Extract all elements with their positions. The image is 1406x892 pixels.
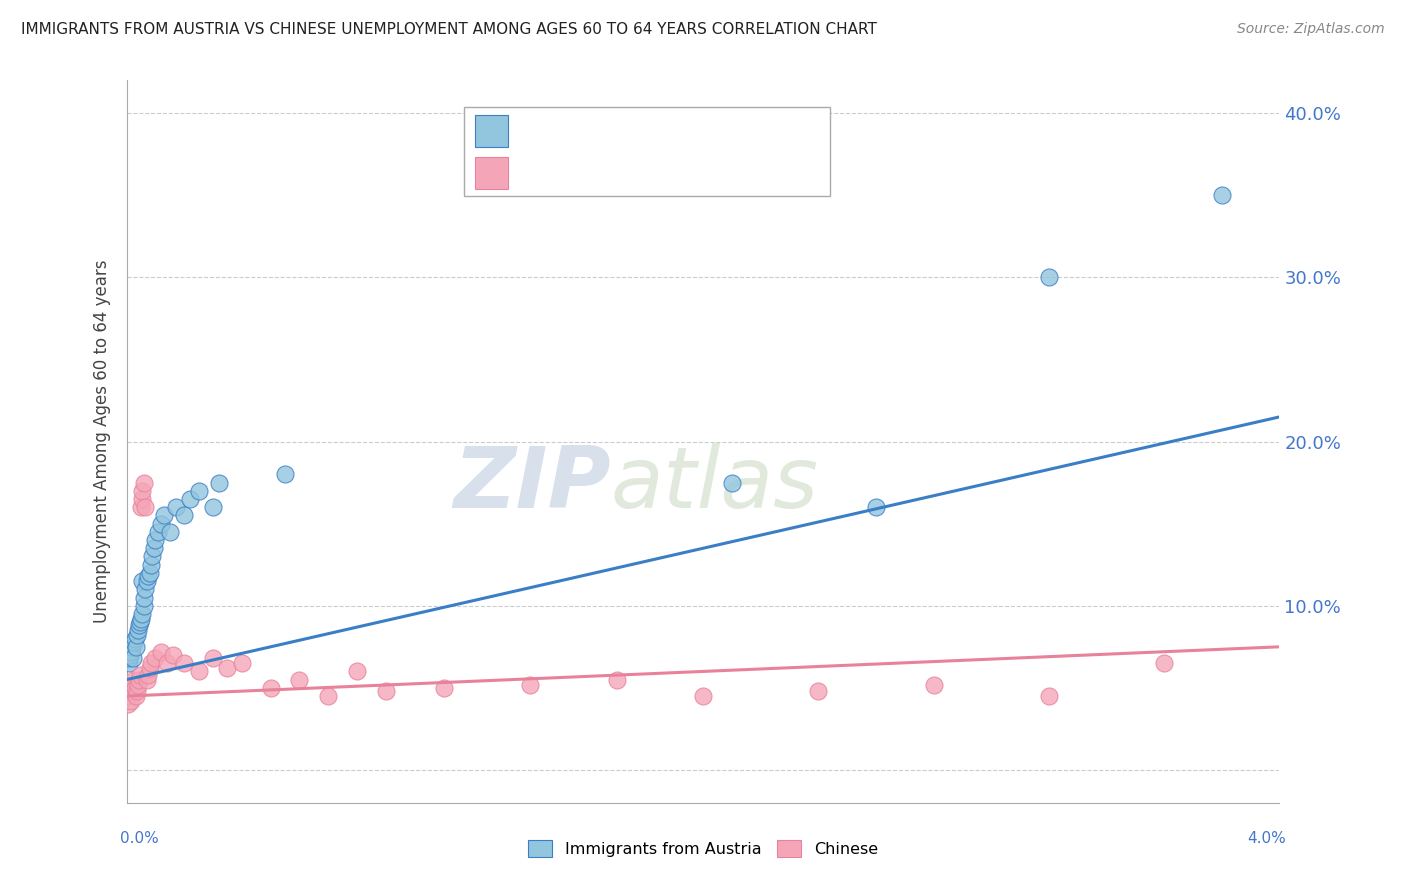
Point bbox=[124, 632, 146, 646]
Point bbox=[120, 694, 142, 708]
Point bbox=[136, 569, 159, 583]
Point bbox=[187, 483, 209, 498]
Point bbox=[217, 661, 239, 675]
Text: R = 0.443   N =  41: R = 0.443 N = 41 bbox=[519, 124, 689, 138]
Point bbox=[132, 599, 155, 613]
Point bbox=[274, 467, 297, 482]
Bar bbox=[475, 157, 508, 189]
Point bbox=[134, 500, 156, 515]
Point bbox=[692, 689, 714, 703]
Text: Source: ZipAtlas.com: Source: ZipAtlas.com bbox=[1237, 22, 1385, 37]
Point bbox=[145, 651, 166, 665]
Point bbox=[135, 574, 157, 588]
Point bbox=[128, 618, 150, 632]
Point bbox=[259, 681, 281, 695]
Point bbox=[433, 681, 456, 695]
Point bbox=[865, 500, 887, 515]
Point bbox=[318, 689, 340, 703]
Point bbox=[127, 624, 149, 638]
Point bbox=[132, 475, 155, 490]
Text: 0.0%: 0.0% bbox=[120, 831, 159, 847]
Legend: Immigrants from Austria, Chinese: Immigrants from Austria, Chinese bbox=[522, 834, 884, 863]
Point bbox=[120, 645, 142, 659]
Point bbox=[131, 491, 153, 506]
Point bbox=[122, 673, 145, 687]
Point bbox=[346, 665, 368, 679]
Point bbox=[121, 640, 143, 654]
Text: R = 0.082   N =  44: R = 0.082 N = 44 bbox=[519, 165, 689, 179]
Point bbox=[129, 500, 152, 515]
Point bbox=[173, 508, 195, 523]
Point bbox=[922, 677, 945, 691]
Point bbox=[145, 533, 166, 547]
Point bbox=[125, 684, 148, 698]
Point bbox=[162, 648, 184, 662]
Point bbox=[122, 635, 145, 649]
Point bbox=[187, 665, 209, 679]
Point bbox=[117, 698, 139, 712]
Point bbox=[139, 657, 162, 671]
Point bbox=[159, 524, 181, 539]
Point bbox=[122, 651, 145, 665]
Point bbox=[1038, 270, 1060, 285]
Point bbox=[153, 508, 176, 523]
Point bbox=[807, 684, 830, 698]
Point bbox=[125, 628, 148, 642]
Point bbox=[606, 673, 628, 687]
Text: atlas: atlas bbox=[610, 443, 818, 526]
Point bbox=[136, 667, 159, 681]
Point bbox=[519, 677, 541, 691]
Point bbox=[128, 673, 150, 687]
Point bbox=[129, 612, 152, 626]
Point bbox=[131, 607, 153, 621]
Point bbox=[134, 591, 156, 605]
Point bbox=[127, 677, 149, 691]
Point bbox=[142, 541, 165, 556]
Text: ZIP: ZIP bbox=[453, 443, 610, 526]
Point bbox=[125, 689, 148, 703]
Y-axis label: Unemployment Among Ages 60 to 64 years: Unemployment Among Ages 60 to 64 years bbox=[93, 260, 111, 624]
Point bbox=[138, 661, 160, 675]
FancyBboxPatch shape bbox=[464, 107, 830, 196]
Point bbox=[374, 684, 398, 698]
Point bbox=[139, 558, 162, 572]
Point bbox=[288, 673, 311, 687]
Point bbox=[208, 475, 231, 490]
Point bbox=[128, 667, 150, 681]
Point bbox=[179, 491, 201, 506]
Point bbox=[118, 689, 141, 703]
Point bbox=[156, 657, 179, 671]
Point bbox=[135, 673, 157, 687]
Point bbox=[720, 475, 742, 490]
Point bbox=[118, 648, 141, 662]
Point bbox=[128, 615, 150, 630]
Point bbox=[1038, 689, 1060, 703]
Point bbox=[122, 677, 145, 691]
Point bbox=[121, 684, 143, 698]
Point bbox=[202, 500, 225, 515]
Point bbox=[231, 657, 253, 671]
Point bbox=[118, 657, 141, 671]
Point bbox=[134, 582, 156, 597]
Text: IMMIGRANTS FROM AUSTRIA VS CHINESE UNEMPLOYMENT AMONG AGES 60 TO 64 YEARS CORREL: IMMIGRANTS FROM AUSTRIA VS CHINESE UNEMP… bbox=[21, 22, 877, 37]
Point bbox=[138, 566, 160, 580]
Bar bbox=[475, 115, 508, 147]
Point bbox=[118, 681, 141, 695]
Text: 4.0%: 4.0% bbox=[1247, 831, 1286, 847]
Point bbox=[165, 500, 187, 515]
Point bbox=[1153, 657, 1175, 671]
Point bbox=[1211, 188, 1233, 202]
Point bbox=[173, 657, 195, 671]
Point bbox=[131, 483, 153, 498]
Point bbox=[125, 640, 148, 654]
Point bbox=[124, 681, 146, 695]
Point bbox=[202, 651, 225, 665]
Point bbox=[118, 651, 141, 665]
Point bbox=[150, 516, 173, 531]
Point bbox=[131, 574, 153, 588]
Point bbox=[148, 524, 170, 539]
Point bbox=[141, 549, 163, 564]
Point bbox=[150, 645, 173, 659]
